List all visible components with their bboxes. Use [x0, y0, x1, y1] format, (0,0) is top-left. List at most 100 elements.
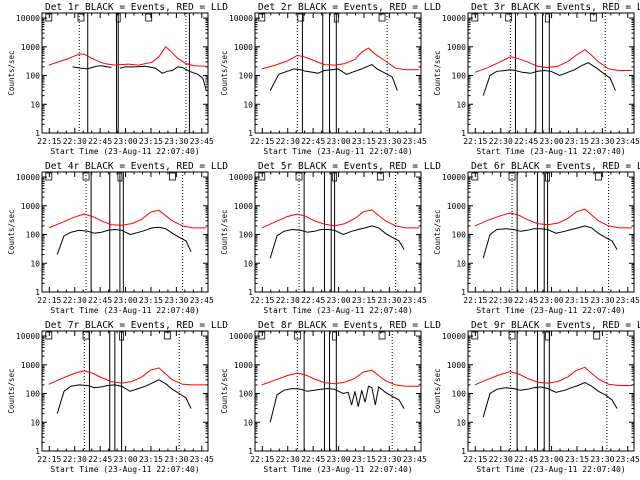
panel-title: Det 5r BLACK = Events, RED = LLD — [258, 161, 441, 172]
x-tick-label: 22:45 — [514, 137, 538, 146]
x-tick-label: 22:45 — [514, 455, 538, 464]
panel-title: Det 8r BLACK = Events, RED = LLD — [258, 320, 441, 331]
x-tick-label: 23:15 — [565, 455, 589, 464]
y-axis-label: Counts/sec — [220, 368, 229, 413]
x-tick-label: 22:45 — [514, 296, 538, 305]
x-tick-label: 22:30 — [63, 137, 87, 146]
y-tick-label: 10 — [456, 418, 466, 427]
x-tick-label: 23:15 — [139, 455, 163, 464]
series-events-line — [269, 385, 405, 423]
x-tick-label: 23:15 — [565, 296, 589, 305]
y-tick-label: 1 — [461, 447, 466, 456]
x-tick-label: 23:00 — [540, 137, 564, 146]
x-tick-label: 22:15 — [37, 137, 61, 146]
y-axis-label: Counts/sec — [433, 209, 442, 254]
panel-title: Det 7r BLACK = Events, RED = LLD — [45, 320, 228, 331]
panel-title: Det 2r BLACK = Events, RED = LLD — [258, 2, 441, 13]
x-tick-label: 22:15 — [463, 296, 487, 305]
x-tick-label: 22:15 — [250, 455, 274, 464]
marker-e-box — [589, 13, 597, 22]
y-tick-label: 10000 — [442, 332, 466, 341]
x-tick-label: 23:30 — [377, 137, 401, 146]
x-tick-label: 23:45 — [403, 455, 427, 464]
y-tick-label: 100 — [26, 72, 41, 81]
plot-frame — [254, 171, 422, 293]
y-tick-label: 10 — [30, 418, 40, 427]
marker-s-box — [471, 13, 479, 22]
plot-frame — [467, 171, 635, 293]
x-tick-label: 23:30 — [164, 455, 188, 464]
y-tick-label: 100 — [452, 231, 467, 240]
series-lld-line — [474, 208, 633, 229]
y-axis-label: Counts/sec — [220, 50, 229, 95]
y-tick-label: 100 — [239, 390, 254, 399]
marker-e-box — [145, 13, 153, 22]
x-tick-label: 22:15 — [463, 455, 487, 464]
y-tick-label: 1000 — [234, 202, 253, 211]
x-tick-label: 22:15 — [37, 455, 61, 464]
x-axis-label: Start Time (23-Aug-11 22:07:40) — [50, 465, 199, 474]
y-tick-label: 10000 — [229, 173, 253, 182]
x-tick-label: 22:30 — [489, 455, 513, 464]
series-lld-line — [261, 47, 420, 71]
marker-f-box — [505, 13, 513, 22]
series-events-line — [72, 65, 207, 91]
marker-s-box — [471, 172, 479, 181]
marker-s-box — [45, 13, 53, 22]
y-tick-label: 10 — [243, 418, 253, 427]
detector-panel-9: Det 9r BLACK = Events, RED = LLD 1 10 100 10… — [433, 320, 640, 474]
y-tick-label: 10 — [456, 259, 466, 268]
y-tick-label: 10000 — [16, 332, 40, 341]
marker-f-box — [295, 172, 303, 181]
y-tick-label: 1 — [35, 129, 40, 138]
x-tick-label: 22:30 — [63, 455, 87, 464]
marker-s-box — [45, 331, 53, 340]
x-tick-label: 22:15 — [463, 137, 487, 146]
x-tick-label: 22:45 — [88, 455, 112, 464]
y-tick-label: 100 — [239, 231, 254, 240]
x-tick-label: 23:15 — [565, 137, 589, 146]
x-tick-label: 23:30 — [164, 137, 188, 146]
y-tick-label: 1000 — [21, 361, 40, 370]
panel-title: Det 9r BLACK = Events, RED = LLD — [471, 320, 640, 331]
panel-title: Det 4r BLACK = Events, RED = LLD — [45, 161, 228, 172]
y-tick-label: 10 — [243, 259, 253, 268]
x-tick-label: 23:00 — [327, 137, 351, 146]
x-tick-label: 23:00 — [327, 296, 351, 305]
plot-frame — [467, 12, 635, 134]
marker-e-box — [593, 331, 601, 340]
y-axis-label: Counts/sec — [220, 209, 229, 254]
series-lld-line — [48, 46, 207, 67]
y-tick-label: 10 — [30, 100, 40, 109]
x-axis-label: Start Time (23-Aug-11 22:07:40) — [263, 147, 412, 156]
x-tick-label: 22:30 — [276, 137, 300, 146]
x-tick-label: 22:30 — [276, 455, 300, 464]
detector-panel-1: Det 1r BLACK = Events, RED = LLD 1 10 100 10… — [7, 2, 228, 156]
series-events-line — [56, 226, 192, 255]
mid-marker — [545, 172, 551, 182]
plot-frame — [254, 12, 422, 134]
x-tick-label: 22:45 — [301, 137, 325, 146]
y-tick-label: 1 — [248, 288, 253, 297]
plot-frame — [467, 330, 635, 452]
x-tick-label: 23:30 — [590, 137, 614, 146]
x-tick-label: 23:00 — [114, 455, 138, 464]
x-tick-label: 23:45 — [616, 455, 640, 464]
x-axis-label: Start Time (23-Aug-11 22:07:40) — [50, 147, 199, 156]
marker-f-box — [297, 13, 305, 22]
detector-panel-2: Det 2r BLACK = Events, RED = LLD 1 10 100 10… — [220, 2, 441, 156]
series-lld-line — [48, 209, 207, 229]
x-tick-label: 23:15 — [352, 296, 376, 305]
y-tick-label: 1000 — [447, 361, 466, 370]
y-axis-label: Counts/sec — [7, 209, 16, 254]
x-tick-label: 23:15 — [139, 137, 163, 146]
marker-s-box — [258, 13, 266, 22]
x-tick-label: 23:45 — [403, 137, 427, 146]
x-tick-label: 23:00 — [540, 455, 564, 464]
marker-e-box — [595, 172, 602, 181]
marker-s-box — [471, 331, 479, 340]
series-events-line — [482, 382, 618, 418]
x-tick-label: 22:15 — [250, 137, 274, 146]
detector-panel-7: Det 7r BLACK = Events, RED = LLD 1 10 100 10… — [7, 320, 228, 474]
